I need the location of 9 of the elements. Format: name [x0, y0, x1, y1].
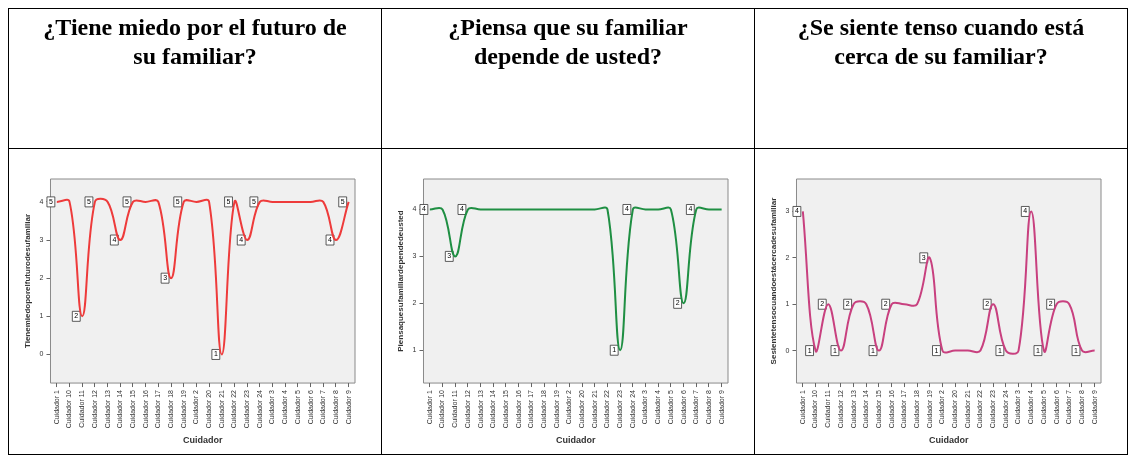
- chart-title: ¿Se siente tenso cuando está cerca de su familiar?: [797, 14, 1085, 69]
- x-axis-title: Cuidador: [183, 435, 223, 446]
- x-axis-title: Cuidador: [556, 435, 596, 446]
- x-axis-title: Cuidador: [929, 435, 969, 446]
- y-axis-title: Tienemiedoporelfuturodesufamiliar: [23, 213, 32, 349]
- chart-title: ¿Piensa que su familiar depende de usted?: [448, 14, 688, 69]
- chart-title: ¿Tiene miedo por el futuro de su familiar?: [43, 14, 347, 69]
- y-axis-title: Piensaquesufamiliardependedeusted: [396, 210, 405, 352]
- y-axis-title: Sesientetensocuandoestácercadesufamiliar: [769, 197, 778, 365]
